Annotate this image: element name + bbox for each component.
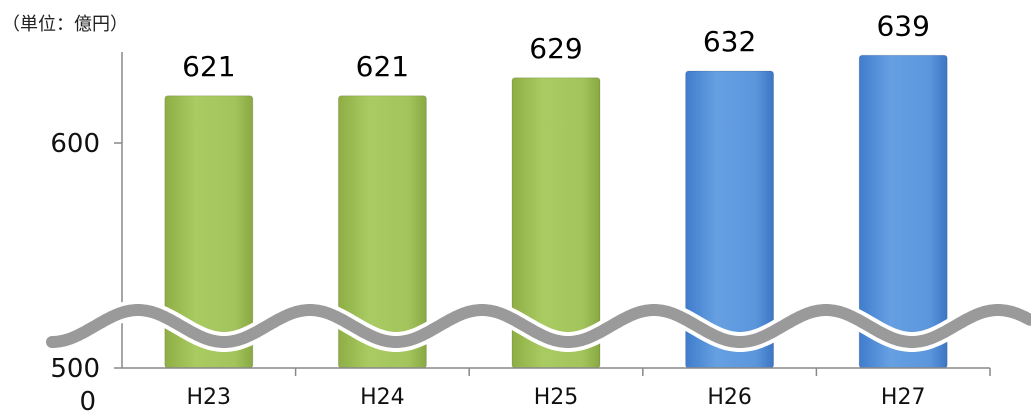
data-label-h26: 632: [703, 25, 756, 58]
y-tick-labels: 600 500 0: [50, 129, 100, 414]
data-labels-layer: 621 621 629 632 639: [182, 9, 930, 83]
x-tick-h26: H26: [707, 385, 752, 410]
axis-break-wave-line: [46, 304, 1031, 348]
x-tick-h27: H27: [881, 385, 926, 410]
y-tick-500: 500: [50, 354, 100, 384]
bars-layer: [164, 54, 948, 369]
x-tick-h24: H24: [360, 385, 405, 410]
unit-label: （単位：億円）: [2, 14, 128, 35]
y-tick-0: 0: [79, 387, 96, 414]
axis-break-wave: [42, 300, 1031, 352]
data-label-h24: 621: [356, 50, 409, 83]
data-label-h27: 639: [876, 9, 929, 42]
data-label-h25: 629: [529, 32, 582, 65]
data-label-h23: 621: [182, 50, 235, 83]
x-tick-h25: H25: [534, 385, 579, 410]
x-tick-h23: H23: [187, 385, 232, 410]
x-tick-labels: H23 H24 H25 H26 H27: [187, 385, 926, 410]
y-tick-600: 600: [50, 129, 100, 159]
